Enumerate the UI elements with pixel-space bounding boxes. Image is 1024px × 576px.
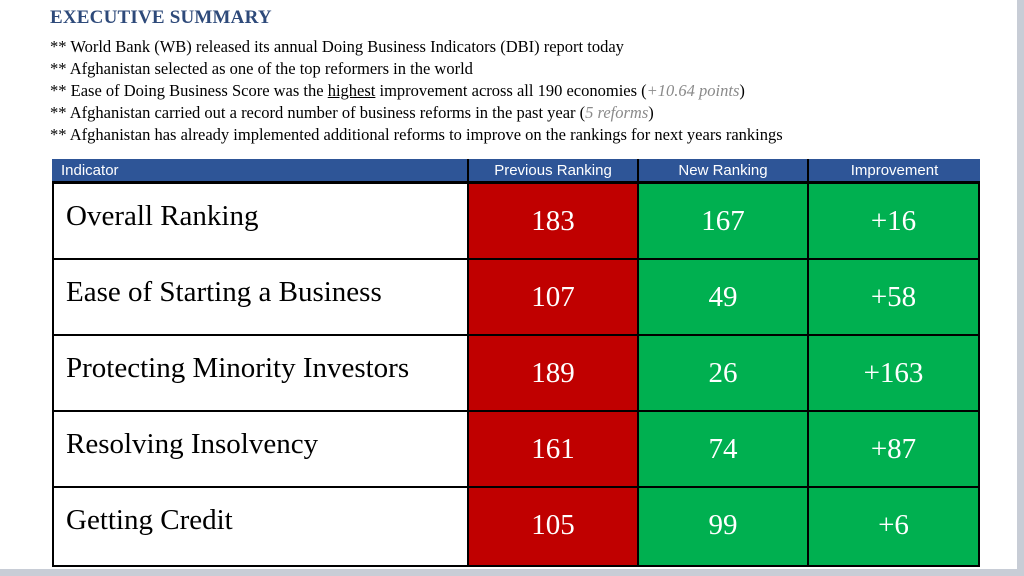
improvement-cell: +87 — [809, 412, 978, 486]
header-new-ranking: New Ranking — [639, 159, 807, 181]
header-improvement: Improvement — [809, 159, 980, 181]
bullet-text: ** Afghanistan has already implemented a… — [50, 125, 783, 144]
new-ranking-cell: 99 — [639, 488, 807, 565]
improvement-cell: +163 — [809, 336, 978, 410]
bullet-item: ** World Bank (WB) released its annual D… — [50, 37, 783, 59]
previous-ranking-cell: 105 — [469, 488, 637, 565]
bullet-note: +10.64 points — [646, 81, 740, 100]
bullet-note: 5 reforms — [585, 103, 649, 122]
bullet-text: ** Afghanistan selected as one of the to… — [50, 59, 473, 78]
new-ranking-cell: 74 — [639, 412, 807, 486]
bullet-item: ** Afghanistan has already implemented a… — [50, 125, 783, 147]
indicator-cell: Protecting Minority Investors — [54, 336, 467, 410]
bullet-item: ** Afghanistan selected as one of the to… — [50, 59, 783, 81]
bullet-text: ) — [648, 103, 654, 122]
bullet-text: improvement across all 190 economies ( — [375, 81, 647, 100]
bullet-item: ** Afghanistan carried out a record numb… — [50, 103, 783, 125]
ranking-table: Indicator Previous Ranking New Ranking I… — [52, 159, 980, 567]
bullet-text: ** Afghanistan carried out a record numb… — [50, 103, 586, 122]
indicator-cell: Ease of Starting a Business — [54, 260, 467, 334]
bullet-item: ** Ease of Doing Business Score was the … — [50, 81, 783, 103]
header-indicator: Indicator — [52, 159, 467, 181]
indicator-cell: Getting Credit — [54, 488, 467, 565]
new-ranking-cell: 167 — [639, 184, 807, 258]
summary-bullets: ** World Bank (WB) released its annual D… — [50, 37, 783, 147]
previous-ranking-cell: 183 — [469, 184, 637, 258]
slide-frame-right — [1017, 0, 1024, 576]
previous-ranking-cell: 189 — [469, 336, 637, 410]
slide-frame-bottom — [0, 569, 1024, 576]
previous-ranking-cell: 107 — [469, 260, 637, 334]
new-ranking-cell: 26 — [639, 336, 807, 410]
indicator-cell: Resolving Insolvency — [54, 412, 467, 486]
bullet-text: ) — [739, 81, 745, 100]
bullet-highlight: highest — [327, 81, 376, 100]
improvement-cell: +16 — [809, 184, 978, 258]
new-ranking-cell: 49 — [639, 260, 807, 334]
previous-ranking-cell: 161 — [469, 412, 637, 486]
page-title: EXECUTIVE SUMMARY — [50, 7, 272, 28]
header-previous-ranking: Previous Ranking — [469, 159, 637, 181]
bullet-text: ** World Bank (WB) released its annual D… — [50, 37, 624, 56]
indicator-cell: Overall Ranking — [54, 184, 467, 258]
improvement-cell: +6 — [809, 488, 978, 565]
bullet-text: ** Ease of Doing Business Score was the — [50, 81, 328, 100]
improvement-cell: +58 — [809, 260, 978, 334]
